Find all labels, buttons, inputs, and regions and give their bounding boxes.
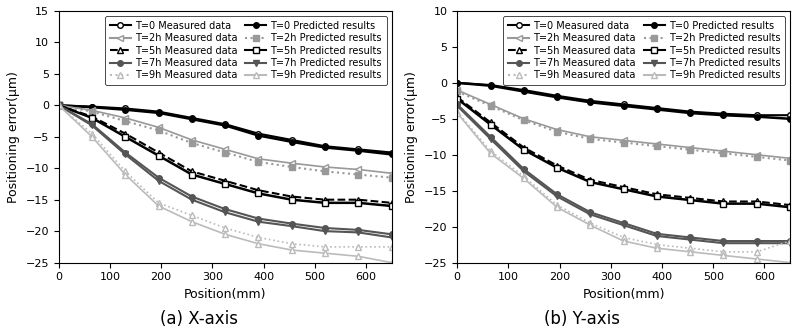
Legend: T=0 Measured data, T=2h Measured data, T=5h Measured data, T=7h Measured data, T: T=0 Measured data, T=2h Measured data, T… <box>503 16 785 85</box>
X-axis label: Position(mm): Position(mm) <box>583 288 665 301</box>
Legend: T=0 Measured data, T=2h Measured data, T=5h Measured data, T=7h Measured data, T: T=0 Measured data, T=2h Measured data, T… <box>104 16 387 85</box>
X-axis label: Position(mm): Position(mm) <box>184 288 266 301</box>
Y-axis label: Positioning error(μm): Positioning error(μm) <box>406 71 418 203</box>
Text: (b) Y-axis: (b) Y-axis <box>544 310 620 328</box>
Text: (a) X-axis: (a) X-axis <box>160 310 238 328</box>
Y-axis label: Positioning error(μm): Positioning error(μm) <box>7 71 20 203</box>
